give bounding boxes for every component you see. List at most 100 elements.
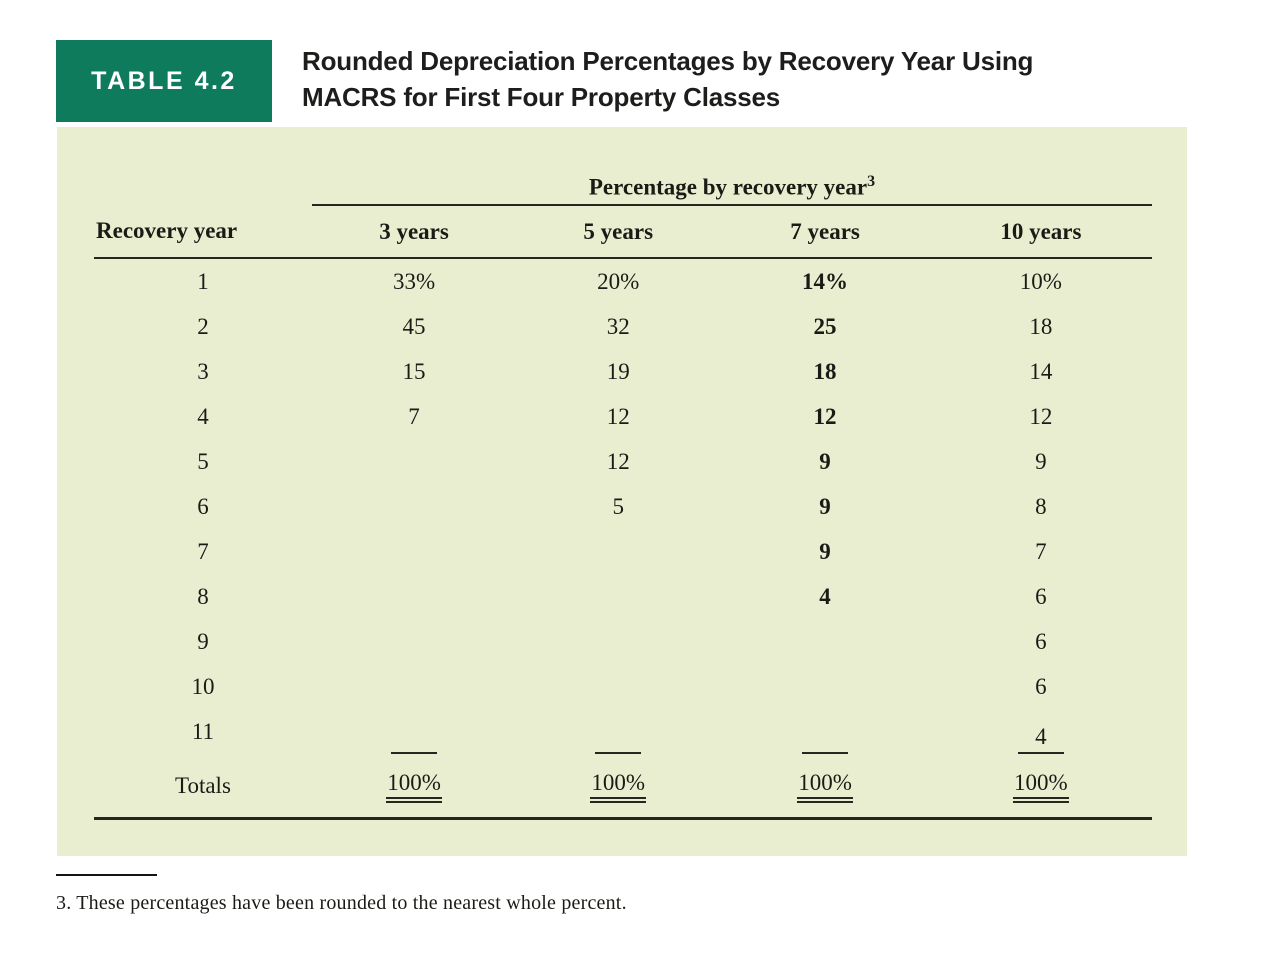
footnote-text: 3. These percentages have been rounded t…	[56, 892, 627, 914]
spanner-heading-text: Percentage by recovery year	[588, 175, 868, 200]
value-cell: 9	[720, 439, 929, 484]
totals-cell-7-years: 100%	[720, 755, 930, 820]
recovery-year-cell: 6	[94, 484, 312, 529]
value-cell	[516, 574, 720, 619]
spanner-heading: Percentage by recovery year3	[311, 145, 1152, 206]
cell-value: 12	[1029, 403, 1053, 429]
cell-value: 10%	[1019, 268, 1062, 294]
cell-value: 9	[1035, 448, 1047, 474]
cell-value: 6	[1035, 583, 1047, 609]
value-cell	[720, 709, 929, 755]
footnote-reference: 3	[867, 173, 876, 191]
cell-value: 12	[606, 448, 630, 474]
value-cell: 9	[720, 529, 929, 574]
cell-value: 4	[1017, 721, 1064, 754]
column-header-3-years: 3 years	[311, 205, 517, 259]
table-body: 1 33% 20% 14% 10% 2 45 32 25 18 3 15 19 18 14 4 7 12 12 12 5…	[94, 258, 1152, 755]
cell-value: 3	[197, 358, 209, 384]
value-cell: 6	[930, 664, 1152, 709]
cell-value: 2	[197, 313, 209, 339]
cell-value: 9	[197, 628, 209, 654]
cell-value: 7	[1035, 538, 1047, 564]
total-value: 100%	[1013, 770, 1069, 803]
table-badge: TABLE 4.2	[56, 40, 272, 122]
value-cell	[312, 574, 516, 619]
value-cell: 7	[930, 529, 1152, 574]
cell-value: 4	[819, 583, 831, 609]
value-cell: 6	[930, 619, 1152, 664]
cell-value: 10	[191, 673, 215, 699]
value-cell	[312, 484, 516, 529]
cell-value: 11	[191, 719, 215, 744]
table-row: 6 5 9 8	[94, 484, 1152, 529]
recovery-year-cell: 8	[94, 574, 312, 619]
value-cell	[312, 619, 516, 664]
table-row: 11 4	[94, 709, 1152, 755]
table-panel: Percentage by recovery year3 Recovery ye…	[57, 127, 1187, 856]
value-cell: 9	[720, 484, 929, 529]
cell-value: 1	[197, 268, 209, 294]
recovery-year-cell: 7	[94, 529, 312, 574]
value-cell: 12	[516, 394, 720, 439]
totals-cell-10-years: 100%	[929, 755, 1152, 820]
value-cell	[516, 619, 720, 664]
value-cell: 12	[720, 394, 929, 439]
cell-value: 32	[606, 313, 630, 339]
table-row: 10 6	[94, 664, 1152, 709]
value-cell: 6	[930, 574, 1152, 619]
table-title: Rounded Depreciation Percentages by Reco…	[302, 40, 1033, 115]
table-header: TABLE 4.2 Rounded Depreciation Percentag…	[56, 40, 1033, 122]
value-cell: 14%	[720, 258, 929, 304]
table-row: 2 45 32 25 18	[94, 304, 1152, 349]
value-cell: 8	[930, 484, 1152, 529]
value-cell	[516, 664, 720, 709]
table-row: 7 9 7	[94, 529, 1152, 574]
value-cell	[720, 664, 929, 709]
value-cell	[312, 529, 516, 574]
cell-value: 6	[1035, 673, 1047, 699]
totals-label: Totals	[94, 755, 312, 820]
table-row: 8 4 6	[94, 574, 1152, 619]
total-value: 100%	[797, 770, 853, 803]
recovery-year-cell: 10	[94, 664, 312, 709]
table-row: 1 33% 20% 14% 10%	[94, 258, 1152, 304]
spanner-spacer	[94, 145, 312, 205]
value-cell: 18	[930, 304, 1152, 349]
value-cell: 9	[930, 439, 1152, 484]
cell-value: 45	[402, 313, 426, 339]
value-cell: 45	[312, 304, 516, 349]
value-cell: 10%	[930, 258, 1152, 304]
table-title-line1: Rounded Depreciation Percentages by Reco…	[302, 46, 1034, 76]
value-cell	[312, 664, 516, 709]
value-cell: 15	[312, 349, 516, 394]
value-cell	[312, 709, 516, 755]
totals-cell-3-years: 100%	[311, 755, 517, 820]
value-cell: 7	[312, 394, 516, 439]
cell-value: 19	[606, 358, 630, 384]
table-title-line2: MACRS for First Four Property Classes	[302, 82, 781, 112]
cell-value: 7	[197, 538, 209, 564]
cell-value: 14%	[802, 268, 849, 294]
cell-value: 9	[819, 538, 831, 564]
column-header-7-years: 7 years	[720, 205, 930, 259]
value-cell: 14	[930, 349, 1152, 394]
cell-value: 12	[813, 403, 837, 429]
cell-value: 6	[1035, 628, 1047, 654]
cell-value: 15	[402, 358, 426, 384]
value-cell: 33%	[312, 258, 516, 304]
cell-value: 18	[1029, 313, 1053, 339]
totals-cell-5-years: 100%	[516, 755, 721, 820]
cell-value: 8	[197, 583, 209, 609]
cell-value: 5	[612, 493, 624, 519]
cell-value: 25	[813, 313, 837, 339]
value-cell: 5	[516, 484, 720, 529]
table-row: 4 7 12 12 12	[94, 394, 1152, 439]
column-header-10-years: 10 years	[929, 205, 1152, 259]
cell-value: 6	[197, 493, 209, 519]
cell-value: 5	[197, 448, 209, 474]
table-badge-label: TABLE 4.2	[91, 66, 237, 95]
cell-value: 20%	[597, 268, 640, 294]
value-cell	[312, 439, 516, 484]
total-value: 100%	[386, 770, 442, 803]
